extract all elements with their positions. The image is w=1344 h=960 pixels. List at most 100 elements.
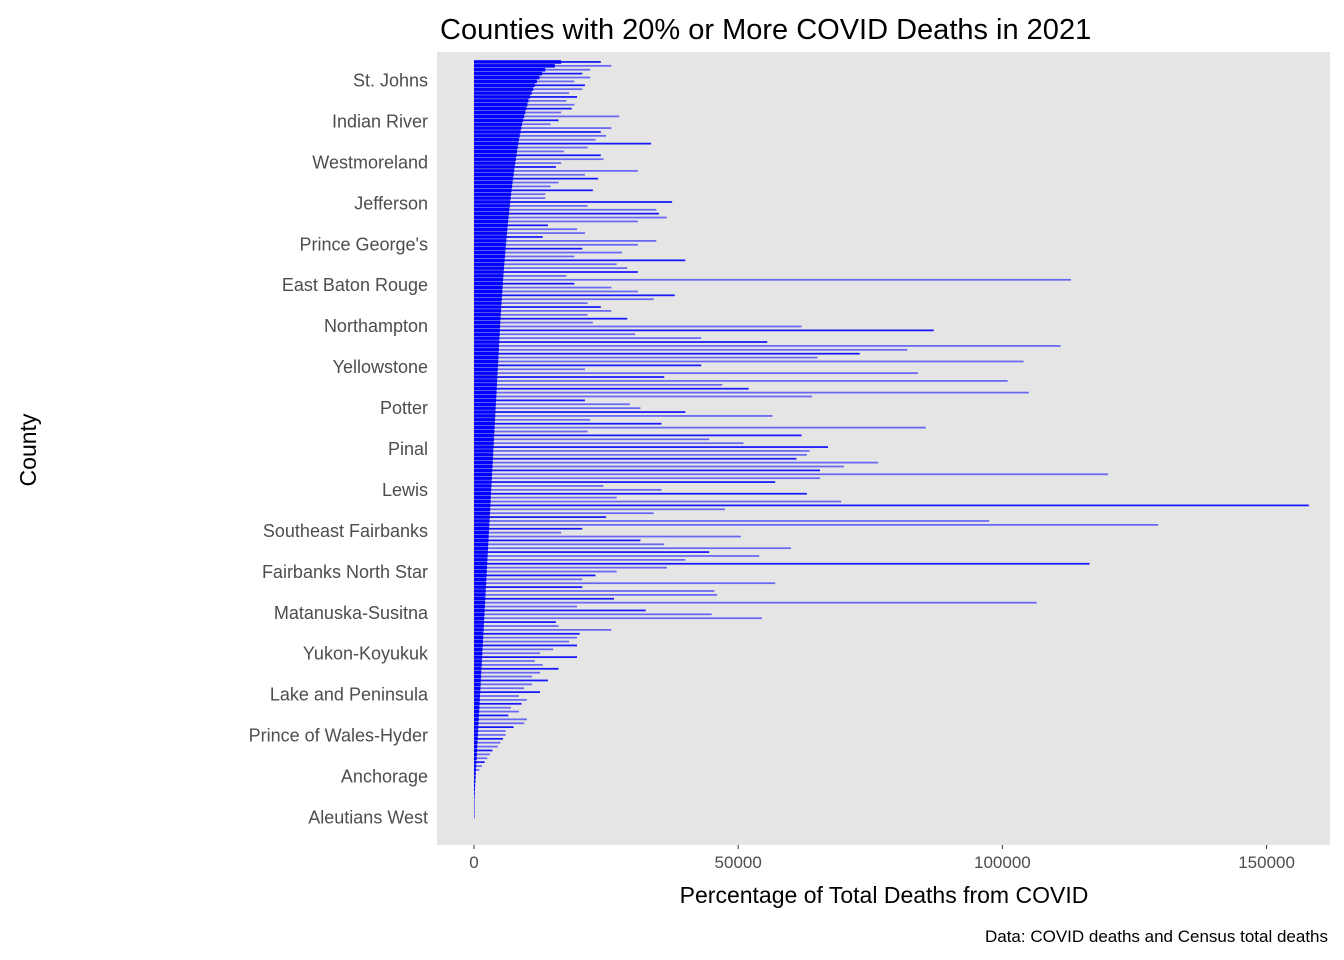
bar-thin [473,749,493,752]
y-tick-label: Anchorage [341,767,428,787]
bar-thin [473,594,718,596]
y-tick-label: Southeast Fairbanks [263,521,428,541]
bar-thin [473,765,482,767]
bar-thin [473,769,480,771]
bar-thin [473,146,588,149]
bar-thin [473,446,829,448]
bar-thin [473,236,543,238]
bar-thin [473,115,620,118]
bar-thin [473,539,641,542]
bar-thin [473,438,710,441]
bar-thin [473,547,792,550]
bar-thin [473,667,559,670]
bar-thin [473,302,588,304]
bar-thin [473,523,1159,526]
bar [473,775,476,780]
bar-thin [473,636,578,639]
bar-thin [473,131,601,133]
bar-thin [473,134,607,137]
bar-thin [473,609,646,612]
bar-thin [473,469,821,472]
bar-thin [473,107,572,110]
bar-thin [473,574,596,577]
bar-thin [473,84,585,87]
bar-thin [473,189,593,192]
bar-thin [473,753,490,756]
bar [473,810,475,815]
bar-thin [473,306,601,308]
y-tick-label: Indian River [332,111,428,131]
bar-thin [473,485,604,487]
bar [473,787,475,792]
bar-thin [473,741,501,744]
bar-thin [473,664,543,666]
bar-thin [473,220,638,223]
bar-thin [473,640,570,643]
y-axis-tick-labels: St. Johns Indian River Westmoreland Jeffers… [249,71,429,828]
bar-thin [473,64,612,67]
bar [473,795,475,799]
bar-thin [473,255,575,258]
bar-thin [473,317,628,320]
bar-thin [473,504,1309,507]
bar-thin [473,415,773,417]
bar-thin [473,286,612,289]
bar-thin [473,259,686,262]
bar-thin [473,473,1109,476]
bar-thin [473,590,715,592]
bar-thin [473,240,657,242]
y-axis-title: County [15,413,41,486]
bar-thin [473,197,546,199]
x-tick-label: 150000 [1238,853,1295,872]
bar-thin [473,652,541,655]
bar-thin [473,714,509,717]
y-tick-label: Pinal [388,439,428,459]
bar-series [473,60,1309,819]
bar-thin [473,691,541,693]
bar-thin [473,352,860,355]
y-tick-label: Fairbanks North Star [262,562,428,582]
bar-thin [473,111,562,114]
bar [473,803,475,807]
bar-thin [473,177,599,180]
bar-thin [473,562,1090,565]
bar-thin [473,212,659,215]
bar-thin [473,442,744,445]
x-axis-ticks: 0 50000 100000 150000 [469,845,1295,872]
bar-thin [473,500,842,503]
bar-thin [473,605,578,608]
bar-thin [473,325,802,328]
bar-thin [473,745,498,748]
chart-title: Counties with 20% or More COVID Deaths i… [440,14,1091,46]
bar-thin [473,621,556,623]
bar-thin [473,290,638,293]
bar-thin [473,216,667,219]
bar-thin [473,208,657,211]
bar-thin [473,158,604,161]
bar-thin [473,282,575,285]
bar-thin [473,411,686,413]
bar-thin [473,555,760,557]
bar-thin [473,263,617,266]
bar-thin [473,337,702,340]
bar-thin [473,702,522,705]
bar-thin [473,123,551,126]
bar-thin [473,275,567,277]
bar-thin [473,660,535,662]
bar-thin [473,551,710,553]
bar-thin [473,321,593,324]
bar-thin [473,88,583,91]
y-tick-label: Prince of Wales-Hyder [249,726,428,746]
bar-thin [473,267,628,269]
bar-thin [473,360,1024,363]
bar-thin [473,434,802,437]
bar-thin [473,76,591,79]
bar-thin [473,169,638,172]
bar-thin [473,173,585,176]
bar-thin [473,368,585,371]
bar-thin [473,243,638,246]
bar-thin [473,601,1037,604]
bar-thin [473,737,504,740]
bar-thin [473,403,630,406]
x-tick-label: 50000 [715,853,762,872]
